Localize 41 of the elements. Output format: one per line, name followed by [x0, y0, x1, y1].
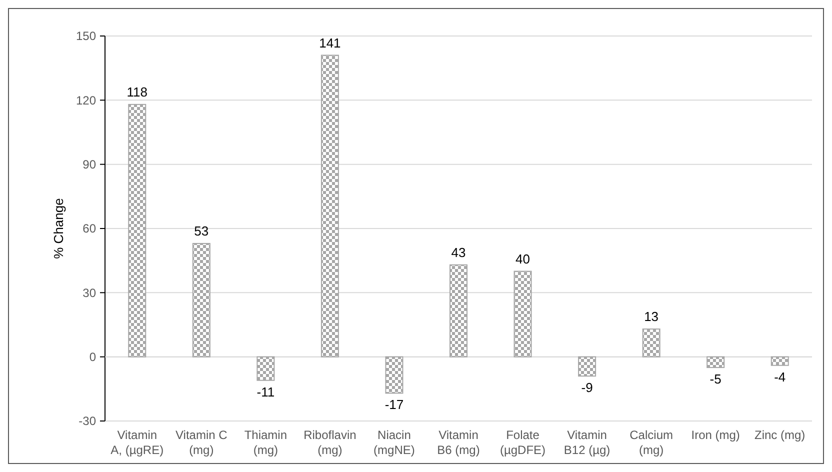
- x-tick-label: Vitamin B6 (mg): [437, 428, 480, 457]
- bar: [192, 242, 210, 358]
- x-tick-label: Riboflavin (mg): [304, 428, 356, 457]
- x-tick-label: Calcium (mg): [630, 428, 673, 457]
- x-tick-label: Vitamin A, (µgRE): [110, 428, 164, 457]
- bar: [128, 104, 146, 358]
- data-label: 53: [194, 223, 209, 238]
- data-label: 40: [516, 251, 530, 266]
- bar: [385, 356, 404, 394]
- bar: [770, 356, 789, 366]
- data-label: -9: [581, 380, 593, 396]
- bar: [514, 270, 532, 358]
- y-axis-title: % Change: [51, 198, 66, 259]
- x-tick-label: Vitamin B12 (µg): [564, 428, 610, 457]
- data-label: 43: [451, 244, 466, 260]
- x-tick-label: Vitamin C (mg): [176, 428, 228, 457]
- y-tick-label: 150: [76, 29, 96, 44]
- x-tick-label: Iron (mg): [691, 428, 740, 442]
- data-label: -4: [774, 369, 786, 384]
- data-label: 118: [126, 84, 148, 100]
- y-tick-label: 0: [89, 350, 96, 364]
- y-tick-label: 90: [82, 158, 96, 172]
- data-label: 141: [319, 35, 341, 50]
- data-label: -17: [384, 397, 404, 412]
- x-tick-label: Folate (µgDFE): [500, 428, 546, 457]
- y-tick-label: 60: [82, 222, 96, 236]
- bar: [256, 356, 275, 381]
- bar: [706, 356, 725, 368]
- bar: [320, 54, 339, 358]
- data-label: -11: [256, 384, 275, 400]
- y-tick-label: 30: [82, 286, 96, 300]
- bar: [578, 356, 596, 377]
- x-tick-label: Thiamin (mg): [244, 428, 288, 457]
- bar: [450, 264, 468, 358]
- x-tick-label: Niacin (mgNE): [374, 428, 415, 457]
- data-label: -5: [710, 372, 722, 387]
- bar: [642, 328, 660, 358]
- data-label: 13: [644, 309, 659, 324]
- y-tick-label: -30: [78, 414, 96, 428]
- x-tick-label: Zinc (mg): [754, 428, 806, 442]
- y-tick-label: 120: [76, 93, 96, 108]
